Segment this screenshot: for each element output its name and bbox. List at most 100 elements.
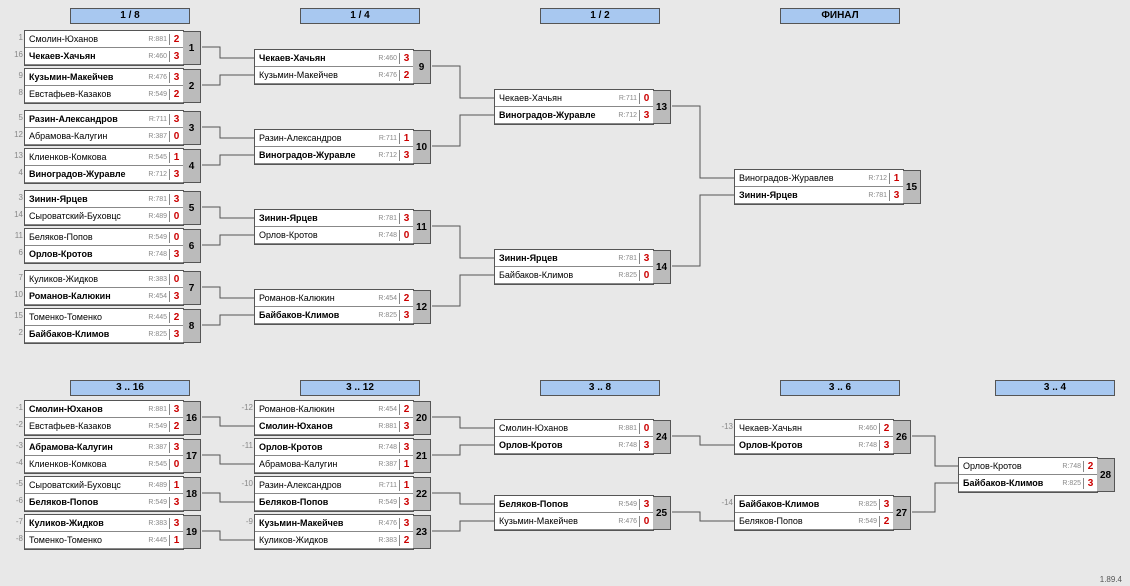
match-5: 3Зинин-ЯрцевR:781314Сыроватский-БуховцсR… [24, 190, 184, 226]
player-row: Кузьмин-МакейчевR:4763 [25, 69, 183, 86]
player-score: 3 [169, 497, 183, 508]
player-name: Кузьмин-Макейчев [255, 70, 375, 80]
match-25: Беляков-ПоповR:5493Кузьмин-МакейчевR:476… [494, 495, 654, 531]
match-number: 13 [653, 90, 671, 124]
player-score: 0 [169, 211, 183, 222]
round-header: ФИНАЛ [780, 8, 900, 24]
player-rating: R:711 [375, 135, 399, 142]
player-rating: R:825 [145, 331, 169, 338]
seed-label: 11 [11, 231, 23, 240]
seed-label: 6 [11, 248, 23, 257]
player-row: Байбаков-КлимовR:8253 [25, 326, 183, 343]
player-rating: R:881 [145, 36, 169, 43]
player-score: 2 [399, 293, 413, 304]
seed-label: 15 [11, 311, 23, 320]
player-row: Романов-КалюкинR:4543 [25, 288, 183, 305]
player-rating: R:712 [615, 112, 639, 119]
player-rating: R:476 [375, 520, 399, 527]
player-rating: R:549 [145, 91, 169, 98]
player-name: Беляков-Попов [25, 232, 145, 242]
player-name: Кузьмин-Макейчев [495, 516, 615, 526]
player-rating: R:489 [145, 213, 169, 220]
player-rating: R:781 [865, 192, 889, 199]
player-name: Разин-Александров [255, 480, 375, 490]
player-name: Зинин-Ярцев [255, 213, 375, 223]
player-name: Виноградов-Журавле [495, 110, 615, 120]
player-score: 1 [399, 133, 413, 144]
match-1: 1Смолин-ЮхановR:881216Чекаев-ХачьянR:460… [24, 30, 184, 66]
player-score: 3 [639, 110, 653, 121]
player-score: 0 [639, 423, 653, 434]
seed-label: 7 [11, 273, 23, 282]
player-rating: R:445 [145, 537, 169, 544]
player-row: Смолин-ЮхановR:8813 [255, 418, 413, 435]
player-name: Байбаков-Климов [25, 329, 145, 339]
player-name: Байбаков-Климов [255, 310, 375, 320]
player-name: Орлов-Кротов [735, 440, 855, 450]
player-rating: R:825 [1059, 480, 1083, 487]
player-name: Чекаев-Хачьян [735, 423, 855, 433]
seed-label: -9 [241, 517, 253, 526]
player-rating: R:781 [145, 196, 169, 203]
player-rating: R:387 [145, 444, 169, 451]
match-number: 26 [893, 420, 911, 454]
match-number: 2 [183, 69, 201, 103]
match-number: 16 [183, 401, 201, 435]
player-name: Байбаков-Климов [959, 478, 1059, 488]
player-row: Разин-АлександровR:7111 [255, 130, 413, 147]
player-name: Разин-Александров [255, 133, 375, 143]
player-name: Чекаев-Хачьян [495, 93, 615, 103]
match-8: 15Томенко-ТоменкоR:44522Байбаков-КлимовR… [24, 308, 184, 344]
seed-label: 16 [11, 50, 23, 59]
match-14: Зинин-ЯрцевR:7813Байбаков-КлимовR:825014 [494, 249, 654, 285]
player-rating: R:825 [855, 501, 879, 508]
player-rating: R:387 [145, 133, 169, 140]
player-score: 0 [169, 459, 183, 470]
player-row: Томенко-ТоменкоR:4452 [25, 309, 183, 326]
player-score: 3 [399, 421, 413, 432]
version-label: 1.89.4 [1100, 575, 1122, 584]
match-24: Смолин-ЮхановR:8810Орлов-КротовR:748324 [494, 419, 654, 455]
player-row: Смолин-ЮхановR:8812 [25, 31, 183, 48]
match-6: 11Беляков-ПоповR:54906Орлов-КротовR:7483… [24, 228, 184, 264]
player-score: 2 [169, 312, 183, 323]
player-rating: R:545 [145, 461, 169, 468]
player-name: Орлов-Кротов [959, 461, 1059, 471]
player-row: Беляков-ПоповR:5493 [255, 494, 413, 511]
match-15: Виноградов-ЖуравлевR:7121Зинин-ЯрцевR:78… [734, 169, 904, 205]
player-name: Смолин-Юханов [25, 404, 145, 414]
player-score: 2 [399, 70, 413, 81]
player-name: Смолин-Юханов [255, 421, 375, 431]
player-rating: R:748 [375, 444, 399, 451]
match-number: 5 [183, 191, 201, 225]
player-name: Абрамова-Калугин [255, 459, 375, 469]
seed-label: 3 [11, 193, 23, 202]
player-rating: R:476 [375, 72, 399, 79]
player-score: 1 [169, 535, 183, 546]
player-name: Кузьмин-Макейчев [255, 518, 375, 528]
player-score: 3 [399, 53, 413, 64]
player-rating: R:383 [145, 276, 169, 283]
match-number: 9 [413, 50, 431, 84]
player-row: Евстафьев-КазаковR:5492 [25, 418, 183, 435]
match-number: 12 [413, 290, 431, 324]
player-rating: R:445 [145, 314, 169, 321]
seed-label: -8 [11, 534, 23, 543]
match-number: 21 [413, 439, 431, 473]
match-2: 9Кузьмин-МакейчевR:47638Евстафьев-Казако… [24, 68, 184, 104]
match-10: Разин-АлександровR:7111Виноградов-Журавл… [254, 129, 414, 165]
player-rating: R:476 [145, 74, 169, 81]
player-rating: R:748 [145, 251, 169, 258]
player-name: Куликов-Жидков [255, 535, 375, 545]
player-row: Зинин-ЯрцевR:7813 [735, 187, 903, 204]
seed-label: -3 [11, 441, 23, 450]
player-row: Кузьмин-МакейчевR:4762 [255, 67, 413, 84]
match-26: -13Чекаев-ХачьянR:4602Орлов-КротовR:7483… [734, 419, 894, 455]
player-rating: R:881 [375, 423, 399, 430]
player-rating: R:460 [375, 55, 399, 62]
seed-label: 5 [11, 113, 23, 122]
player-row: Разин-АлександровR:7113 [25, 111, 183, 128]
match-23: -9Кузьмин-МакейчевR:4763Куликов-ЖидковR:… [254, 514, 414, 550]
player-name: Романов-Калюкин [255, 404, 375, 414]
player-name: Томенко-Томенко [25, 312, 145, 322]
